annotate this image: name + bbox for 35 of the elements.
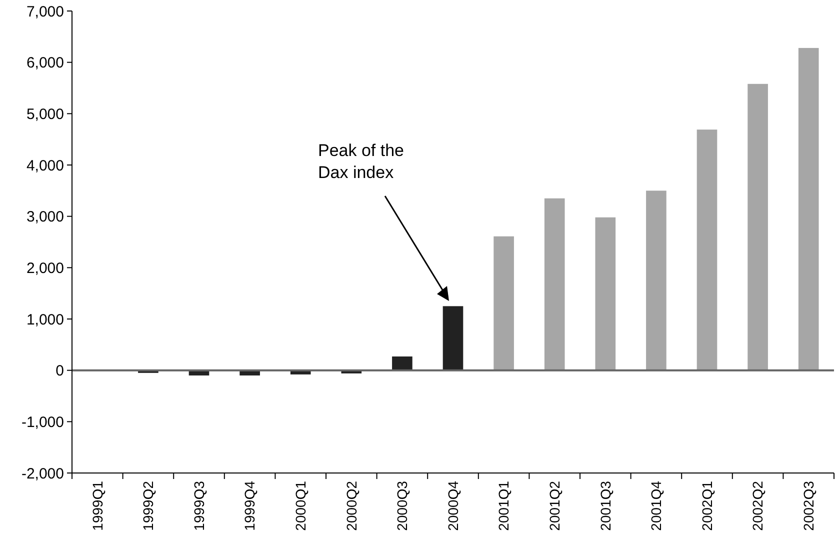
x-tick-label: 2001Q1 [496, 480, 512, 531]
bar [748, 84, 768, 370]
annotation: Peak of the Dax index [318, 141, 404, 182]
x-tick-label: 2000Q4 [444, 480, 461, 531]
x-tick-label: 2001Q2 [546, 480, 562, 531]
x-tick-label: 2001Q4 [648, 480, 664, 531]
y-tick-label: 0 [56, 362, 64, 380]
x-tick-label: 2000Q2 [343, 480, 360, 531]
y-tick-label: 6,000 [26, 54, 64, 72]
x-tick-label: 2002Q3 [800, 480, 816, 531]
y-tick-label: 4,000 [26, 157, 64, 174]
bar [798, 48, 819, 370]
y-tick-label: -2,000 [21, 465, 64, 482]
y-tick-label: 7,000 [26, 3, 64, 20]
bar [696, 130, 718, 370]
bar [442, 306, 464, 370]
x-tick-label: 1999Q1 [89, 480, 106, 531]
y-tick-label: 1,000 [26, 311, 64, 328]
y-tick-label: 3,000 [26, 208, 64, 226]
x-tick-label: 1999Q4 [242, 480, 258, 531]
bar [494, 236, 514, 370]
x-tick-label: 2000Q3 [394, 480, 410, 531]
y-tick-label: 2,000 [26, 260, 64, 277]
x-tick-label: 2002Q1 [698, 480, 715, 531]
bar [595, 217, 616, 370]
bar [392, 356, 412, 370]
x-tick-label: 1999Q3 [190, 480, 207, 531]
x-tick-label: 1999Q2 [140, 480, 156, 531]
bar [544, 198, 565, 370]
y-tick-label: 5,000 [26, 106, 64, 123]
bar [646, 190, 666, 370]
x-tick-label: 2000Q1 [292, 480, 308, 531]
x-tick-label: 2002Q2 [750, 480, 766, 531]
x-tick-label: 2001Q3 [597, 480, 614, 531]
y-tick-label: -1,000 [21, 414, 64, 431]
